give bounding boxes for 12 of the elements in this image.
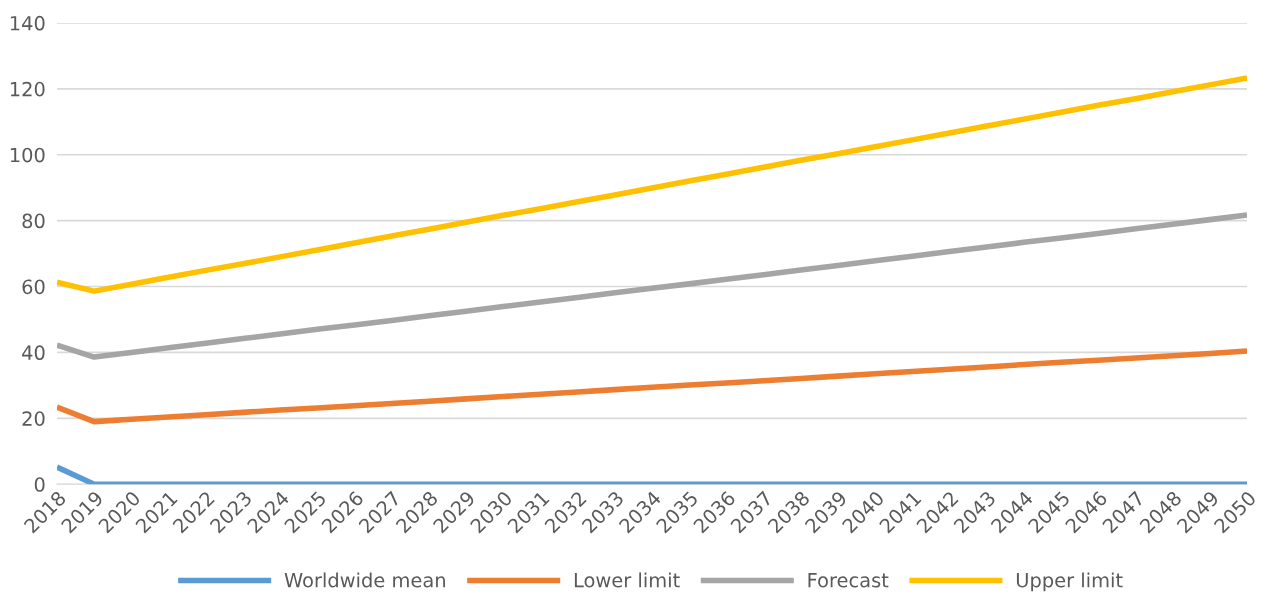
y-tick-label: 20 [22,411,45,426]
y-tick-label: 80 [22,213,45,229]
y-tick-label: 0 [34,477,45,492]
legend-label: Lower limit [574,572,680,588]
y-tick-label: 60 [22,279,45,295]
legend-label: Upper limit [1016,572,1123,592]
y-tick-label: 140 [10,15,45,31]
y-tick-label: 100 [10,147,45,163]
legend-label: Forecast [808,573,889,588]
legend-label: Worldwide mean [284,572,445,588]
y-tick-label: 120 [10,81,45,97]
y-tick-label: 40 [22,345,45,361]
